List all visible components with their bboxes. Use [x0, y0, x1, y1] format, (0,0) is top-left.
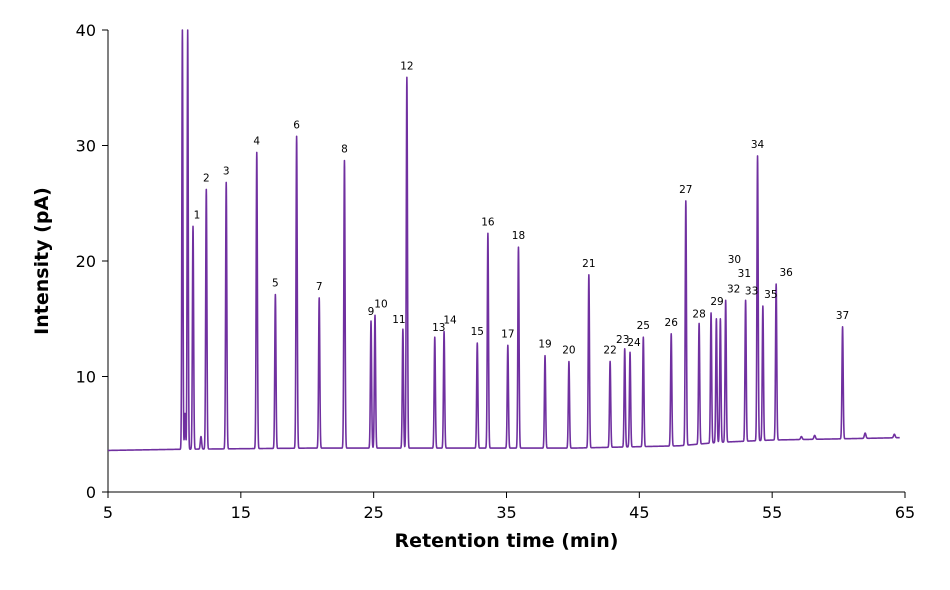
- peak-label: 15: [471, 326, 484, 338]
- peak-label: 12: [400, 60, 413, 72]
- peak-label: 18: [512, 230, 525, 242]
- peak-label: 6: [293, 119, 300, 131]
- peak-label: 10: [374, 298, 387, 310]
- y-tick-label: 10: [76, 368, 96, 387]
- x-tick-label: 55: [762, 503, 782, 522]
- peak-label: 8: [341, 144, 348, 156]
- peak-label: 16: [481, 216, 495, 228]
- peak-label: 4: [253, 135, 260, 147]
- x-tick-label: 65: [895, 503, 915, 522]
- peak-label: 30: [728, 254, 741, 266]
- peak-label: 28: [692, 308, 705, 320]
- peak-label: 1: [194, 209, 201, 221]
- peak-label: 25: [637, 320, 650, 332]
- peak-label: 17: [501, 328, 514, 340]
- x-axis-title: Retention time (min): [395, 530, 619, 552]
- y-tick-label: 30: [76, 137, 96, 156]
- peak-label: 13: [432, 322, 445, 334]
- peak-label: 21: [582, 258, 595, 270]
- peak-label: 36: [779, 267, 793, 279]
- peak-label: 27: [679, 184, 692, 196]
- peak-label: 33: [745, 285, 758, 297]
- peak-label: 26: [665, 317, 679, 329]
- peak-label: 29: [710, 296, 723, 308]
- x-tick-label: 35: [496, 503, 516, 522]
- peak-label: 19: [538, 339, 551, 351]
- peak-label: 34: [751, 139, 765, 151]
- y-tick-label: 40: [76, 21, 96, 40]
- peak-label: 31: [738, 268, 751, 280]
- peak-label: 24: [627, 337, 641, 349]
- y-axis-title: Intensity (pA): [31, 187, 53, 335]
- x-tick-label: 15: [231, 503, 251, 522]
- peak-label: 35: [764, 289, 777, 301]
- peak-label: 22: [603, 344, 616, 356]
- peak-label: 20: [562, 344, 575, 356]
- x-tick-label: 45: [629, 503, 649, 522]
- peak-label: 2: [203, 172, 210, 184]
- peak-label: 3: [223, 165, 230, 177]
- peak-label: 5: [272, 277, 279, 289]
- peak-label: 9: [368, 306, 375, 318]
- y-tick-label: 0: [86, 483, 96, 502]
- x-tick-label: 25: [363, 503, 383, 522]
- peak-label: 14: [443, 314, 457, 326]
- chromatogram-trace: [107, 29, 901, 452]
- x-tick-label: 5: [103, 503, 113, 522]
- peak-label: 37: [836, 310, 849, 322]
- peak-label: 23: [616, 334, 629, 346]
- y-tick-label: 20: [76, 252, 96, 271]
- peak-label: 7: [316, 281, 323, 293]
- peak-label: 32: [727, 283, 740, 295]
- peak-label: 11: [392, 314, 405, 326]
